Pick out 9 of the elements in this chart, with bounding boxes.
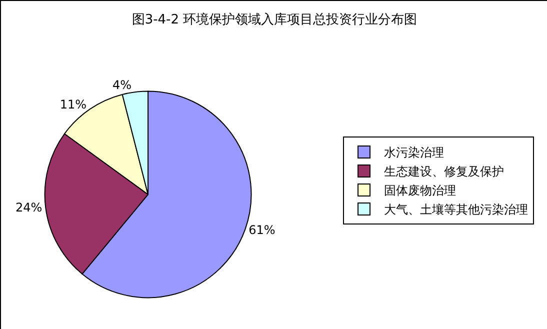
data-label: 11% bbox=[60, 97, 86, 112]
chart-title: 图3-4-2 环境保护领域入库项目总投资行业分布图 bbox=[132, 11, 418, 28]
legend-label: 水污染治理 bbox=[384, 146, 444, 160]
legend-label: 生态建设、修复及保护 bbox=[384, 164, 504, 179]
data-label: 24% bbox=[15, 200, 42, 214]
data-label: 4% bbox=[112, 78, 132, 92]
data-label: 61% bbox=[248, 223, 276, 238]
legend-label: 固体废物治理 bbox=[384, 184, 456, 198]
legend-label: 大气、土壤等其他污染治理 bbox=[384, 202, 528, 217]
